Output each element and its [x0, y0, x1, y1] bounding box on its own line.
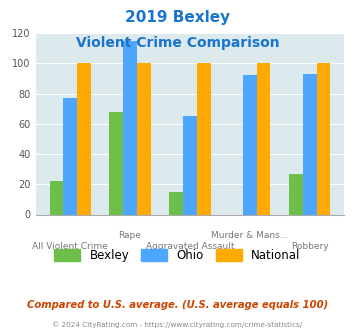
- Bar: [77, 63, 91, 214]
- Bar: [303, 74, 317, 214]
- Legend: Bexley, Ohio, National: Bexley, Ohio, National: [50, 244, 305, 266]
- Bar: [169, 192, 183, 214]
- Bar: [50, 181, 63, 214]
- Bar: [317, 63, 330, 214]
- Bar: [289, 174, 303, 214]
- Text: Violent Crime Comparison: Violent Crime Comparison: [76, 36, 279, 50]
- Text: © 2024 CityRating.com - https://www.cityrating.com/crime-statistics/: © 2024 CityRating.com - https://www.city…: [53, 322, 302, 328]
- Text: Robbery: Robbery: [291, 242, 328, 251]
- Bar: [137, 63, 151, 214]
- Text: 2019 Bexley: 2019 Bexley: [125, 10, 230, 25]
- Text: Aggravated Assault: Aggravated Assault: [146, 242, 234, 251]
- Bar: [243, 75, 257, 215]
- Bar: [257, 63, 271, 214]
- Text: Murder & Mans...: Murder & Mans...: [211, 231, 289, 240]
- Text: Compared to U.S. average. (U.S. average equals 100): Compared to U.S. average. (U.S. average …: [27, 300, 328, 310]
- Text: All Violent Crime: All Violent Crime: [32, 242, 108, 251]
- Bar: [63, 98, 77, 214]
- Bar: [123, 41, 137, 214]
- Text: Rape: Rape: [119, 231, 142, 240]
- Bar: [109, 112, 123, 214]
- Bar: [183, 116, 197, 214]
- Bar: [197, 63, 211, 214]
